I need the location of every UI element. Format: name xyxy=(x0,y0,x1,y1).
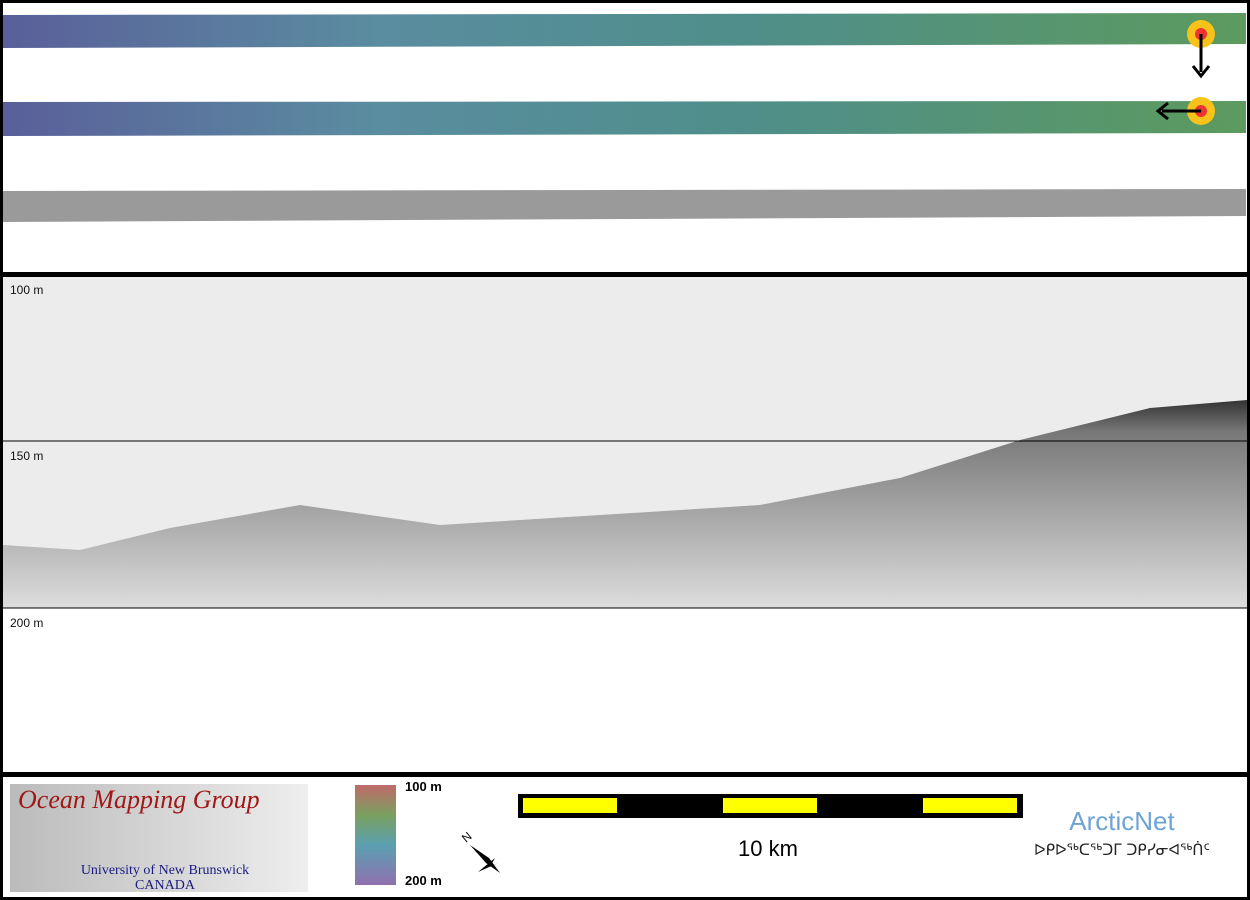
backscatter-strip xyxy=(3,189,1246,222)
logo-text: University of New Brunswick xyxy=(81,863,249,878)
logo-title: ArcticNet xyxy=(1069,806,1175,836)
colorbar xyxy=(355,785,396,885)
logo-background xyxy=(10,784,308,892)
scale-segment xyxy=(523,798,617,813)
scale-segment xyxy=(723,798,817,813)
logo-subtitle: ᐅᑭᐅᖅᑕᖅᑐᒥ ᑐᑭᓯᓂᐊᖅᑏᑦ xyxy=(1034,841,1210,859)
arrow xyxy=(1155,101,1169,121)
depth-label: 100 m xyxy=(10,283,43,297)
logo-text: CANADA xyxy=(135,878,196,893)
scale-segment xyxy=(923,798,1017,813)
divider xyxy=(0,272,1250,277)
colorbar-label: 200 m xyxy=(405,873,442,888)
colorbar-label: 100 m xyxy=(405,779,442,794)
seabed-return xyxy=(3,400,1247,608)
depth-label: 150 m xyxy=(10,449,43,463)
logo-title: Ocean Mapping Group xyxy=(18,785,260,814)
bathymetry-strip xyxy=(3,101,1246,136)
divider xyxy=(0,772,1250,777)
bathymetry-strip xyxy=(3,13,1246,48)
compass-needle xyxy=(470,845,500,873)
arrow xyxy=(1191,65,1211,79)
depth-label: 200 m xyxy=(10,616,43,630)
scale-label: 10 km xyxy=(738,836,798,861)
compass-needle xyxy=(478,858,498,872)
ship-markers xyxy=(1155,20,1215,125)
